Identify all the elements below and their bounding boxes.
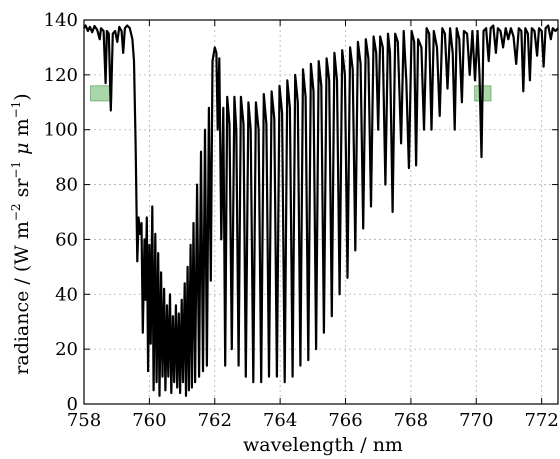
y-tick-label: 80 [55, 175, 78, 196]
x-tick-label: 772 [524, 410, 558, 431]
x-tick-label: 766 [328, 410, 362, 431]
y-label-start: radiance / (W m [11, 221, 33, 375]
y-label-end: m [11, 118, 33, 142]
x-axis-label: wavelength / nm [243, 434, 403, 456]
y-label-close: ) [11, 93, 33, 100]
y-tick-label: 60 [55, 229, 78, 250]
x-tick-label: 758 [67, 410, 101, 431]
series-layer [83, 24, 559, 397]
series-line [83, 24, 559, 397]
y-label-mu: μ [11, 142, 33, 160]
y-tick-label: 100 [44, 120, 78, 141]
plot-frame [83, 19, 559, 405]
y-tick-label: 20 [55, 339, 78, 360]
axis-ticks [83, 19, 558, 405]
y-tick-label: 120 [44, 65, 78, 86]
y-tick-label: 40 [55, 284, 78, 305]
x-tick-label: 768 [394, 410, 428, 431]
x-tick-label: 764 [263, 410, 297, 431]
y-label-sup2: −1 [9, 161, 23, 179]
y-tick-label: 140 [44, 10, 78, 31]
y-tick-labels: 0 20 40 60 80 100 120 140 [44, 10, 78, 415]
y-tick-label: 0 [67, 394, 78, 415]
x-tick-label: 760 [132, 410, 166, 431]
x-tick-label: 770 [459, 410, 493, 431]
x-tick-labels: 758 760 762 764 766 768 770 772 [67, 410, 559, 431]
y-label-mid: sr [11, 178, 33, 204]
y-label-sup1: −2 [9, 203, 23, 221]
y-axis-label: radiance / (W m−2 sr−1 μ m−1) [9, 93, 33, 374]
x-tick-label: 762 [198, 410, 232, 431]
y-label-sup3: −1 [9, 101, 23, 119]
highlight-region [90, 85, 113, 102]
